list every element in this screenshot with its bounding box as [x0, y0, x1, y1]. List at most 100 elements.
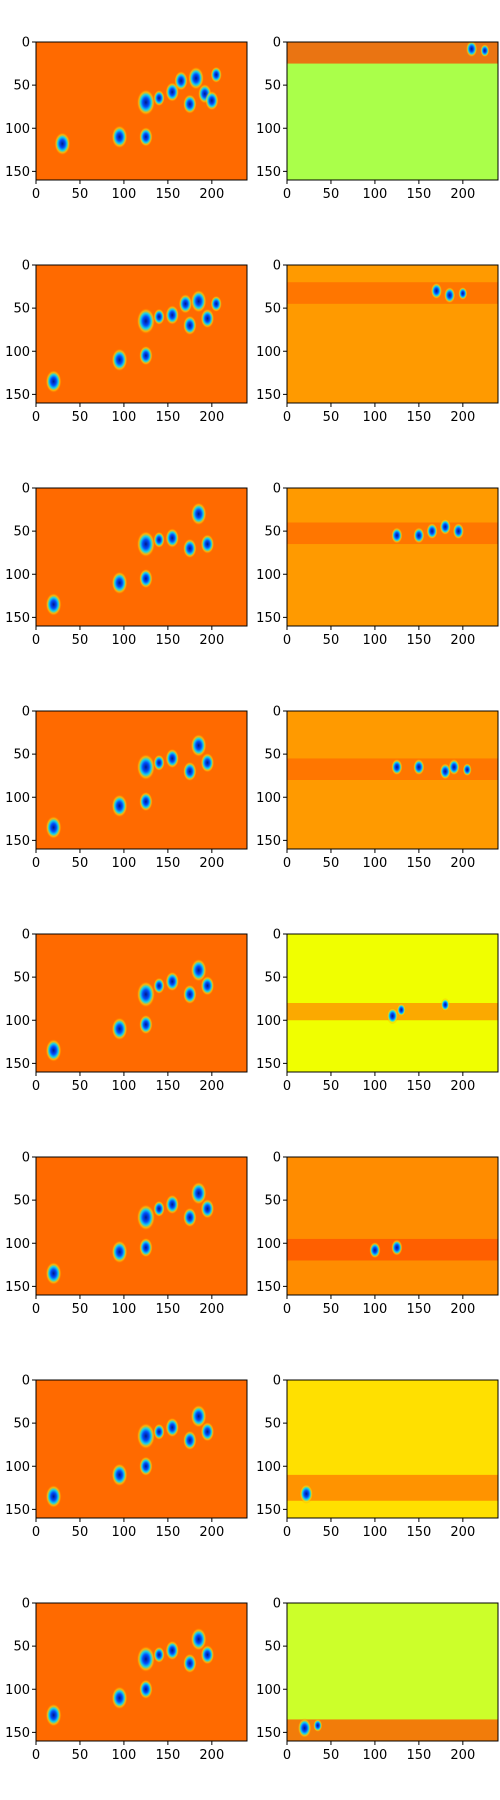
y-tick-label: 0 [22, 1374, 30, 1389]
activation-blob [45, 369, 62, 393]
activation-blob [111, 794, 128, 818]
y-tick-label: 0 [273, 1374, 281, 1389]
x-tick-label: 150 [406, 1525, 431, 1540]
x-tick-label: 150 [155, 1748, 180, 1763]
panel-image [287, 1157, 498, 1295]
activation-blob [139, 1237, 153, 1258]
y-tick-label: 100 [5, 1237, 30, 1252]
activation-blob [391, 527, 403, 544]
y-tick-label: 100 [256, 1014, 281, 1029]
x-tick-label: 100 [112, 410, 137, 425]
x-tick-label: 100 [363, 1079, 388, 1094]
panel-frame [35, 933, 248, 1073]
panel-frame [35, 41, 248, 181]
panel-frame [35, 710, 248, 850]
activation-blob [448, 758, 460, 776]
panel-frame [286, 487, 499, 627]
panel-5-1: 0 50 100 150 200 0 50 100 150 [256, 1151, 499, 1317]
activation-blob [190, 958, 207, 982]
activation-blob [462, 763, 472, 777]
panel-frame [35, 487, 248, 627]
y-tick-label: 150 [5, 388, 30, 403]
activation-blob [139, 1014, 153, 1035]
activation-blob [200, 1198, 215, 1219]
x-tick-label: 100 [112, 1525, 137, 1540]
y-tick-label: 100 [256, 1683, 281, 1698]
y-tick-label: 100 [5, 791, 30, 806]
x-tick-label: 150 [406, 1302, 431, 1317]
panel-frame [286, 1602, 499, 1742]
activation-blob [182, 315, 197, 336]
panel-background [36, 488, 247, 626]
x-tick-label: 200 [450, 1525, 475, 1540]
y-tick-label: 0 [22, 1597, 30, 1612]
activation-blob [200, 975, 215, 996]
panel-2-0: 0 50 100 150 200 0 50 100 150 [5, 482, 248, 648]
panel-0-1: 0 50 100 150 200 0 50 100 150 [256, 36, 499, 202]
x-tick-label: 0 [283, 633, 291, 648]
y-tick-label: 0 [22, 928, 30, 943]
activation-blob [153, 1646, 165, 1663]
x-tick-label: 100 [112, 1748, 137, 1763]
panel-4-1: 0 50 100 150 200 0 50 100 150 [256, 928, 499, 1094]
y-tick-label: 150 [256, 1057, 281, 1072]
panel-image [287, 711, 498, 849]
x-tick-label: 100 [363, 1748, 388, 1763]
y-tick-label: 150 [256, 1503, 281, 1518]
y-tick-label: 150 [256, 388, 281, 403]
activation-blob [443, 286, 456, 304]
panel-frame [35, 1602, 248, 1742]
y-tick-label: 150 [5, 1726, 30, 1741]
panel-image [287, 265, 498, 403]
activation-band [287, 1474, 498, 1501]
x-tick-label: 200 [450, 410, 475, 425]
activation-blob [153, 754, 165, 771]
panel-7-0: 0 50 100 150 200 0 50 100 150 [5, 1597, 248, 1763]
panel-image [287, 42, 498, 180]
panel-1-0: 0 50 100 150 200 0 50 100 150 [5, 259, 248, 425]
panel-2-1: 0 50 100 150 200 0 50 100 150 [256, 482, 499, 648]
panel-frame [35, 264, 248, 404]
panel-frame [35, 1156, 248, 1296]
activation-blob [182, 1430, 197, 1451]
x-tick-label: 50 [72, 1079, 89, 1094]
panel-7-1: 0 50 100 150 200 0 50 100 150 [256, 1597, 499, 1763]
y-tick-label: 150 [256, 834, 281, 849]
y-tick-label: 50 [13, 302, 30, 317]
activation-blob [190, 289, 207, 313]
panel-frame [286, 1156, 499, 1296]
y-tick-label: 100 [5, 1014, 30, 1029]
x-tick-label: 150 [155, 1079, 180, 1094]
x-tick-label: 150 [406, 1079, 431, 1094]
y-tick-label: 50 [264, 1640, 281, 1655]
x-tick-label: 100 [112, 856, 137, 871]
y-tick-label: 150 [5, 611, 30, 626]
activation-blob [153, 977, 165, 994]
y-tick-label: 50 [264, 1417, 281, 1432]
x-tick-label: 0 [283, 856, 291, 871]
y-tick-label: 150 [5, 165, 30, 180]
panel-3-0: 0 50 100 150 200 0 50 100 150 [5, 705, 248, 871]
x-tick-label: 100 [112, 187, 137, 202]
x-tick-label: 50 [323, 1079, 340, 1094]
activation-blob [165, 1640, 180, 1661]
x-tick-label: 50 [323, 633, 340, 648]
activation-blob [182, 984, 197, 1005]
activation-blob [165, 305, 180, 325]
activation-blob [182, 94, 197, 114]
x-tick-label: 150 [155, 633, 180, 648]
y-tick-label: 50 [13, 525, 30, 540]
x-tick-label: 150 [155, 410, 180, 425]
panel-background [287, 1157, 498, 1295]
activation-blob [439, 518, 451, 536]
panel-background [36, 711, 247, 849]
y-tick-label: 50 [264, 79, 281, 94]
panel-image [36, 1380, 247, 1518]
panel-image [36, 265, 247, 403]
activation-blob [430, 282, 443, 300]
x-tick-label: 0 [32, 1302, 40, 1317]
activation-blob [188, 66, 205, 90]
y-tick-label: 0 [273, 1151, 281, 1166]
activation-blob [465, 42, 478, 58]
y-tick-label: 100 [256, 568, 281, 583]
